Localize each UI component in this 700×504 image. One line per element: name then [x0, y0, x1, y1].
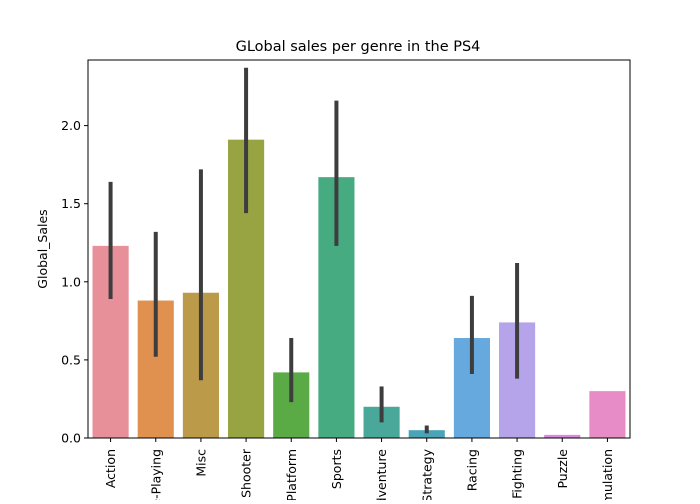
- x-tick-label-role-playing: Role-Playing: [148, 449, 163, 500]
- bar-puzzle: [544, 434, 581, 438]
- bar-simulation: [589, 391, 626, 438]
- x-tick-label-strategy: Strategy: [419, 448, 434, 500]
- bars-layer: [92, 139, 626, 438]
- chart-title: GLobal sales per genre in the PS4: [236, 39, 481, 55]
- error-bars-layer: [108, 67, 520, 434]
- y-tick-label: 0.0: [61, 431, 81, 446]
- x-tick-label-action: Action: [103, 449, 118, 488]
- x-tick-label-sports: Sports: [329, 449, 344, 489]
- y-axis-label: Global_Sales: [35, 209, 50, 288]
- y-tick-label: 1.5: [61, 196, 81, 211]
- x-tick-label-shooter: Shooter: [239, 448, 254, 498]
- x-tick-label-misc: Misc: [193, 449, 208, 477]
- x-tick-label-racing: Racing: [464, 449, 479, 491]
- y-tick-label: 2.0: [61, 118, 81, 133]
- bar-strategy: [408, 430, 445, 438]
- plot-frame: [87, 59, 631, 439]
- x-tick-label-puzzle: Puzzle: [555, 449, 570, 489]
- x-tick-label-platform: Platform: [284, 449, 299, 500]
- y-tick-label: 1.0: [61, 274, 81, 289]
- x-tick-label-fighting: Fighting: [510, 449, 525, 499]
- x-tick-label-adventure: Adventure: [374, 449, 389, 500]
- y-tick-label: 0.5: [61, 352, 81, 367]
- x-tick-label-simulation: Simulation: [600, 449, 615, 500]
- y-axis-ticks: 0.0 0.5 1.0 1.5 2.0: [61, 118, 88, 446]
- x-axis-ticks: Action Role-Playing Misc Shooter Platform Spo…: [103, 438, 615, 504]
